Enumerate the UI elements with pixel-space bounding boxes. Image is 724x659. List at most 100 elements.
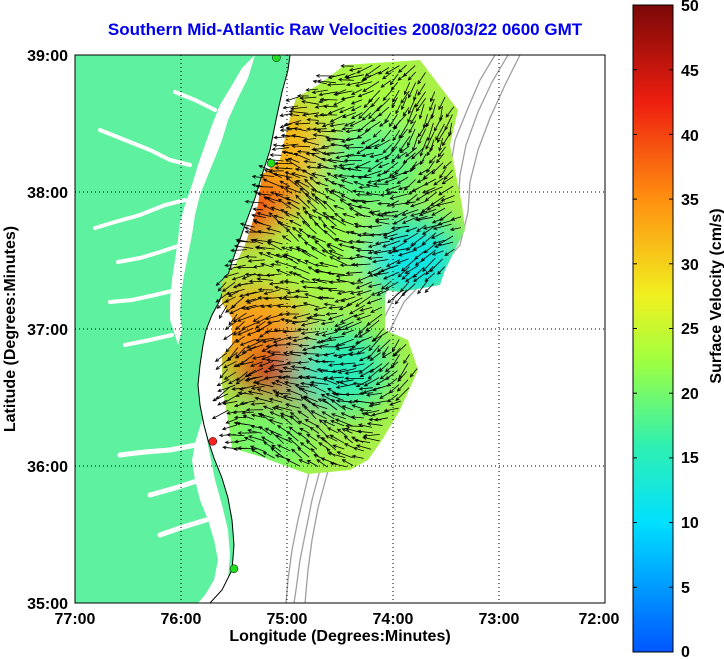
velocity-arrow <box>322 104 338 109</box>
velocity-arrow <box>343 158 363 163</box>
velocity-arrow <box>265 273 282 277</box>
velocity-arrow <box>350 89 363 95</box>
velocity-arrow <box>442 131 452 147</box>
velocity-arrow <box>367 256 383 261</box>
velocity-arrow <box>403 354 410 365</box>
velocity-arrow <box>262 178 281 187</box>
velocity-arrow <box>351 436 364 443</box>
velocity-arrow <box>345 81 364 87</box>
velocity-arrow <box>434 241 454 248</box>
velocity-arrow <box>320 359 335 364</box>
velocity-arrow <box>227 256 247 263</box>
velocity-arrow <box>410 113 417 125</box>
velocity-arrow <box>390 81 399 91</box>
velocity-arrow <box>300 331 320 336</box>
velocity-arrow <box>241 322 257 330</box>
velocity-arrow <box>384 281 399 290</box>
velocity-arrow <box>256 229 275 235</box>
x-tick-label: 74:00 <box>373 611 414 628</box>
velocity-arrow <box>289 415 300 425</box>
velocity-arrow <box>239 384 257 391</box>
velocity-arrow <box>272 389 284 396</box>
velocity-arrow <box>276 444 291 452</box>
y-tick-label: 35:00 <box>27 596 68 613</box>
velocity-arrow <box>350 281 363 286</box>
velocity-arrow <box>422 223 443 230</box>
velocity-arrow <box>340 179 354 185</box>
velocity-arrow <box>271 381 283 386</box>
colorbar-tick-label: 0 <box>681 644 690 659</box>
velocity-arrow <box>308 383 326 393</box>
velocity-arrow <box>376 176 392 183</box>
velocity-arrow <box>355 239 373 244</box>
velocity-arrow <box>250 385 265 390</box>
velocity-arrow <box>280 317 292 322</box>
velocity-arrow <box>271 147 290 151</box>
velocity-arrow <box>316 165 337 170</box>
velocity-arrow <box>251 174 265 179</box>
velocity-arrow <box>358 391 374 396</box>
velocity-arrow <box>417 72 426 85</box>
velocity-arrow <box>338 184 353 193</box>
velocity-arrow <box>374 220 390 225</box>
velocity-arrow <box>255 315 272 324</box>
velocity-arrow <box>334 212 344 220</box>
velocity-arrow <box>384 112 392 124</box>
velocity-arrow <box>362 71 380 80</box>
velocity-arrow <box>317 398 329 404</box>
velocity-arrow <box>407 71 416 81</box>
velocity-arrow <box>325 393 344 401</box>
velocity-arrow <box>374 417 389 422</box>
velocity-arrow <box>358 104 373 120</box>
velocity-arrow <box>373 249 392 255</box>
velocity-arrow <box>258 425 272 436</box>
velocity-arrow <box>362 436 380 442</box>
colorbar: 50 45 40 35 30 25 20 15 10 5 0 Surface V… <box>632 0 724 659</box>
velocity-arrow <box>437 266 445 275</box>
velocity-arrow <box>259 413 276 425</box>
velocity-arrow <box>335 383 354 389</box>
velocity-arrow <box>340 296 356 303</box>
velocity-arrow <box>274 405 293 411</box>
velocity-arrow <box>284 158 301 169</box>
velocity-arrow <box>244 369 256 378</box>
velocity-arrow <box>349 290 364 295</box>
velocity-arrow <box>345 145 364 150</box>
velocity-arrow <box>315 424 327 436</box>
velocity-arrow <box>373 182 389 186</box>
velocity-arrow <box>296 259 308 265</box>
velocity-arrow <box>371 113 381 123</box>
velocity-arrow <box>300 321 320 327</box>
velocity-arrow <box>277 198 292 209</box>
velocity-arrow <box>328 305 344 310</box>
velocity-arrow <box>233 402 248 408</box>
velocity-arrow <box>302 137 317 142</box>
velocity-arrow <box>352 363 365 368</box>
velocity-arrow <box>416 216 434 222</box>
velocity-arrow <box>301 366 318 373</box>
velocity-arrow <box>377 67 390 75</box>
velocity-arrow <box>415 192 429 201</box>
velocity-arrow <box>310 188 327 196</box>
velocity-arrow <box>355 378 372 387</box>
velocity-arrow <box>333 205 345 210</box>
radar-station-marker <box>229 564 239 573</box>
velocity-arrow <box>295 194 310 209</box>
velocity-arrow <box>402 107 410 117</box>
x-axis: 77:00 76:00 75:00 74:00 73:00 72:00 Long… <box>55 611 620 645</box>
velocity-arrow <box>356 429 373 434</box>
velocity-arrow <box>266 196 281 202</box>
velocity-arrow <box>303 396 319 409</box>
velocity-arrow <box>269 153 282 157</box>
velocity-arrow <box>244 375 263 382</box>
velocity-arrow <box>216 379 230 386</box>
velocity-arrow <box>270 363 290 368</box>
y-axis: 39:00 38:00 37:00 36:00 35:00 Latitude (… <box>2 48 68 613</box>
velocity-arrow <box>379 264 399 273</box>
velocity-arrow <box>293 294 309 299</box>
velocity-arrow <box>273 135 291 140</box>
velocity-arrow <box>348 256 364 260</box>
velocity-arrow <box>390 225 410 230</box>
velocity-arrow <box>425 131 435 150</box>
velocity-arrow <box>371 331 389 342</box>
